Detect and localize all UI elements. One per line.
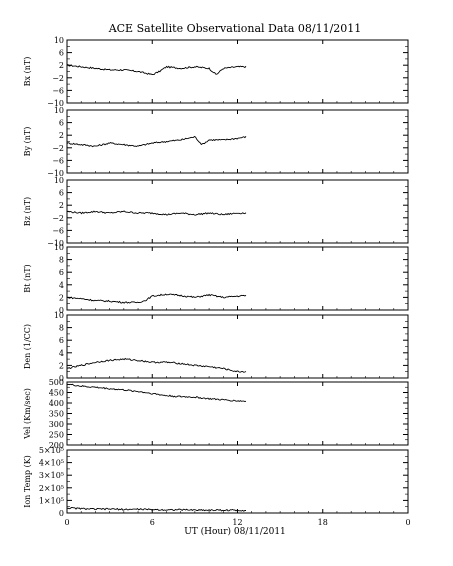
series-line-5 [66,357,247,373]
y-tick-label-4-1: 8 [59,256,64,265]
y-tick-label-4-3: 4 [59,281,64,290]
y-tick-label-2-1: 6 [59,119,64,128]
y-axis-label-4: Bt (nT) [23,264,32,292]
y-tick-label-7-5: 0 [59,509,64,518]
y-tick-label-5-0: 10 [54,311,64,320]
panel-frame-4 [66,246,409,311]
y-tick-label-1-3: −2 [52,74,64,83]
y-tick-label-7-1: 4×10⁵ [39,459,64,468]
y-tick-label-4-0: 10 [54,243,64,252]
x-tick-label-2: 12 [232,518,242,527]
y-tick-label-6-2: 400 [49,399,64,408]
y-tick-label-1-0: 10 [54,36,64,45]
y-axis-label-6: Vel (Km/sec) [23,388,32,440]
y-tick-label-6-1: 450 [49,389,64,398]
y-tick-label-3-1: 6 [59,189,64,198]
y-tick-label-2-3: −2 [52,144,64,153]
y-tick-label-5-2: 6 [59,336,64,345]
y-tick-label-6-5: 250 [49,431,64,440]
series-line-2 [66,135,247,148]
y-tick-label-7-2: 3×10⁵ [39,471,64,480]
y-tick-label-1-5: −10 [47,99,64,108]
y-axis-label-7: Ion Temp (K) [23,455,32,508]
y-tick-label-6-3: 350 [49,410,64,419]
y-tick-label-3-0: 10 [54,176,64,185]
y-tick-label-2-5: −10 [47,169,64,178]
y-tick-label-6-4: 300 [49,420,64,429]
x-tick-label-0: 0 [64,518,69,527]
series-line-6 [66,383,247,402]
panel-frame-6 [66,381,409,446]
y-tick-label-7-0: 5×10⁵ [39,446,64,455]
y-tick-label-4-2: 6 [59,268,64,277]
panel-frame-5 [66,314,409,379]
x-tick-label-4: 0 [405,518,410,527]
y-tick-label-3-3: −2 [52,214,64,223]
y-tick-label-7-4: 1×10⁵ [39,496,64,505]
y-tick-label-3-4: −6 [52,226,64,235]
y-tick-label-1-4: −6 [52,86,64,95]
y-tick-label-4-5: 0 [59,306,64,315]
y-tick-label-5-4: 2 [59,361,64,370]
y-tick-label-4-4: 2 [59,293,64,302]
y-tick-label-5-3: 4 [59,349,64,358]
y-tick-label-3-5: −10 [47,239,64,248]
y-tick-label-7-3: 2×10⁵ [39,484,64,493]
series-line-3 [66,210,247,216]
y-tick-label-2-0: 10 [54,106,64,115]
y-tick-label-5-1: 8 [59,324,64,333]
y-tick-label-6-0: 500 [49,378,64,387]
y-axis-label-5: Den (1/CC) [23,324,32,369]
series-line-7 [66,507,246,512]
x-axis-label: UT (Hour) 08/11/2011 [184,527,286,537]
y-tick-label-6-6: 200 [49,441,64,450]
y-tick-label-1-2: 2 [59,61,64,70]
y-tick-label-5-5: 0 [59,374,64,383]
y-tick-label-1-1: 6 [59,49,64,58]
y-tick-label-3-2: 2 [59,201,64,210]
y-tick-label-2-4: −6 [52,156,64,165]
y-tick-label-2-2: 2 [59,131,64,140]
series-line-4 [67,293,247,304]
y-axis-label-3: Bz (nT) [23,197,32,226]
series-line-1 [66,64,247,75]
y-axis-label-2: By (nT) [23,127,32,157]
x-tick-label-1: 6 [150,518,155,527]
y-axis-label-1: Bx (nT) [23,57,32,87]
panel-frame-1 [66,39,409,104]
panel-frame-2 [66,109,409,174]
x-tick-label-3: 18 [318,518,328,527]
panel-frame-7 [66,449,409,514]
chart-title: ACE Satellite Observational Data 08/11/2… [108,22,362,35]
